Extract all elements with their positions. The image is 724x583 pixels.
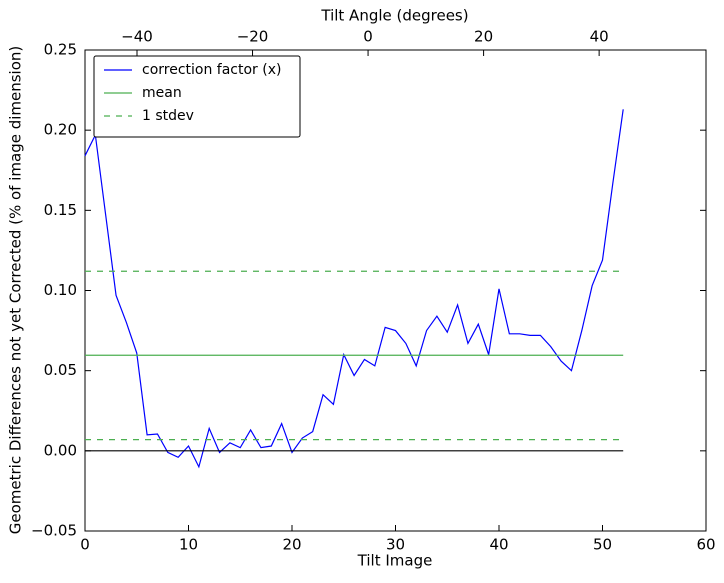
x-tick-label: 20 [282,536,301,554]
x-tick-label: 30 [386,536,405,554]
top-axis-label: Tilt Angle (degrees) [320,7,468,25]
y-axis-label: Geometric Differences not yet Corrected … [7,46,25,535]
x-tick-label: 0 [80,536,90,554]
x-tick-label: 60 [696,536,715,554]
x-tick-label: 40 [489,536,508,554]
y-tick-label: 0.20 [44,121,77,139]
y-tick-label: 0.15 [44,201,77,219]
top-tick-label: −20 [237,28,269,46]
y-tick-label: −0.05 [31,522,77,540]
series-line [84,109,624,469]
x-axis-label: Tilt Image [357,552,433,570]
y-tick-label: 0.25 [44,41,77,59]
top-tick-label: 0 [363,28,373,46]
legend-label: mean [142,85,182,101]
y-tick-label: 0.10 [44,281,77,299]
x-tick-label: 50 [593,536,612,554]
legend-label: 1 stdev [142,108,194,124]
top-tick-label: −40 [121,28,153,46]
y-tick-label: 0.05 [44,361,77,379]
y-tick-label: 0.00 [44,441,77,459]
top-tick-label: 40 [590,28,609,46]
legend-label: correction factor (x) [142,62,281,78]
top-tick-label: 20 [474,28,493,46]
x-tick-label: 10 [179,536,198,554]
legend-box [93,55,301,138]
